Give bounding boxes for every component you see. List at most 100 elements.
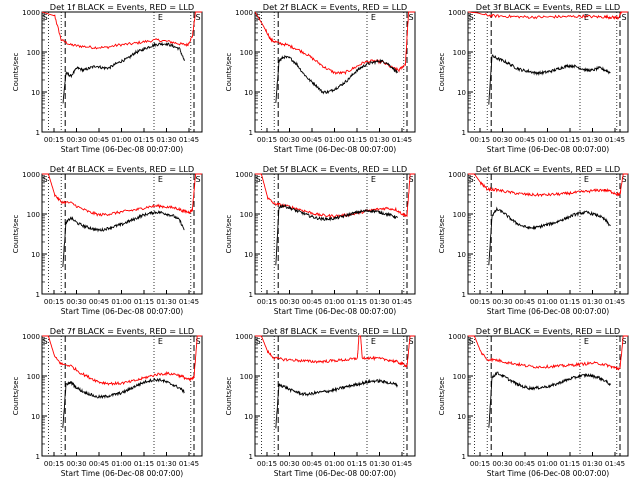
x-tick-label: 00:45 (89, 136, 109, 144)
x-tick-label: 01:15 (134, 460, 154, 468)
y-tick-label: 1000 (448, 9, 466, 17)
time-marker-label: E (371, 337, 376, 346)
time-marker-label: S (256, 337, 261, 346)
time-marker-label: E (371, 175, 376, 184)
time-marker-label: S (621, 337, 626, 346)
x-tick-label: 01:15 (560, 298, 580, 306)
x-tick-label: 00:15 (470, 298, 490, 306)
x-tick-label: 00:45 (302, 460, 322, 468)
y-tick-label: 100 (453, 211, 466, 219)
x-tick-label: 01:30 (156, 298, 176, 306)
series-line-events (62, 377, 185, 428)
x-tick-label: 01:00 (537, 298, 557, 306)
time-marker-label: E (158, 337, 163, 346)
x-tick-label: 01:45 (179, 136, 199, 144)
x-tick-label: 01:30 (369, 136, 389, 144)
y-tick-label: 100 (240, 211, 253, 219)
y-axis-label: Counts/sec (225, 53, 233, 92)
y-tick-label: 100 (240, 49, 253, 57)
y-tick-label: 10 (31, 89, 40, 97)
panel-title: Det 4f BLACK = Events, RED = LLD (50, 164, 194, 174)
y-tick-label: 10 (244, 251, 253, 259)
y-tick-label: 1 (462, 453, 466, 461)
panel-title: Det 9f BLACK = Events, RED = LLD (476, 326, 620, 336)
y-tick-label: 1 (249, 129, 253, 137)
series-line-events (488, 206, 611, 266)
y-tick-label: 1000 (22, 9, 40, 17)
x-axis-label: Start Time (06-Dec-08 00:07:00) (61, 469, 183, 478)
x-tick-label: 01:15 (560, 460, 580, 468)
time-marker-label: E (158, 175, 163, 184)
x-tick-label: 00:45 (515, 460, 535, 468)
y-tick-label: 100 (453, 49, 466, 57)
y-tick-label: 1 (36, 129, 40, 137)
x-tick-label: 00:30 (492, 136, 512, 144)
time-marker-label: E (158, 13, 163, 22)
y-tick-label: 10 (457, 251, 466, 259)
series-line-events (62, 41, 185, 104)
series-line-lld (468, 335, 628, 371)
x-tick-label: 00:15 (44, 460, 64, 468)
x-tick-label: 01:30 (156, 460, 176, 468)
time-marker-label: S (43, 175, 48, 184)
series-line-events (488, 53, 611, 105)
x-tick-label: 01:15 (347, 136, 367, 144)
time-marker-label: S (256, 175, 261, 184)
y-axis-label: Counts/sec (225, 377, 233, 416)
series-line-events (275, 378, 398, 429)
y-tick-label: 1 (462, 129, 466, 137)
y-tick-label: 1000 (235, 171, 253, 179)
panel-9: Det 9f BLACK = Events, RED = LLD 1 10 100 10… (438, 326, 629, 478)
y-tick-label: 1 (249, 291, 253, 299)
y-axis-label: Counts/sec (12, 377, 20, 416)
x-axis-label: Start Time (06-Dec-08 00:07:00) (61, 307, 183, 316)
y-tick-label: 100 (240, 373, 253, 381)
x-tick-label: 01:45 (392, 298, 412, 306)
series-line-lld (42, 173, 202, 217)
x-tick-label: 00:45 (302, 136, 322, 144)
time-marker-label: S (195, 337, 200, 346)
y-tick-label: 100 (27, 373, 40, 381)
panel-title: Det 7f BLACK = Events, RED = LLD (50, 326, 194, 336)
panel-title: Det 2f BLACK = Events, RED = LLD (263, 2, 407, 12)
series-line-lld (468, 173, 628, 198)
x-tick-label: 01:00 (111, 136, 131, 144)
y-tick-label: 10 (244, 89, 253, 97)
panel-3: Det 3f BLACK = Events, RED = LLD 1 10 100 10… (438, 2, 629, 154)
x-tick-label: 01:15 (347, 460, 367, 468)
x-tick-label: 01:00 (111, 298, 131, 306)
x-tick-label: 01:00 (324, 298, 344, 306)
x-tick-label: 00:45 (89, 460, 109, 468)
x-tick-label: 01:00 (537, 460, 557, 468)
y-tick-label: 1 (36, 453, 40, 461)
y-tick-label: 10 (31, 413, 40, 421)
x-tick-label: 01:30 (369, 460, 389, 468)
y-tick-label: 10 (457, 413, 466, 421)
x-tick-label: 00:15 (470, 460, 490, 468)
x-axis-label: Start Time (06-Dec-08 00:07:00) (487, 469, 609, 478)
y-tick-label: 1 (462, 291, 466, 299)
time-marker-label: S (469, 13, 474, 22)
time-marker-label: E (371, 13, 376, 22)
y-tick-label: 100 (453, 373, 466, 381)
x-axis-label: Start Time (06-Dec-08 00:07:00) (487, 307, 609, 316)
time-marker-label: E (584, 13, 589, 22)
time-marker-label: S (408, 175, 413, 184)
y-tick-label: 10 (31, 251, 40, 259)
x-tick-label: 00:15 (257, 136, 277, 144)
x-axis-label: Start Time (06-Dec-08 00:07:00) (61, 145, 183, 154)
x-tick-label: 00:45 (515, 136, 535, 144)
x-tick-label: 00:30 (279, 298, 299, 306)
series-line-events (488, 371, 611, 428)
x-tick-label: 01:15 (560, 136, 580, 144)
panel-title: Det 5f BLACK = Events, RED = LLD (263, 164, 407, 174)
panel-2: Det 2f BLACK = Events, RED = LLD 1 10 100 10… (225, 2, 416, 154)
x-tick-label: 00:45 (89, 298, 109, 306)
x-tick-label: 01:45 (605, 460, 625, 468)
panel-title: Det 8f BLACK = Events, RED = LLD (263, 326, 407, 336)
y-tick-label: 1 (249, 453, 253, 461)
y-tick-label: 10 (457, 89, 466, 97)
time-marker-label: S (408, 337, 413, 346)
x-tick-label: 00:30 (492, 460, 512, 468)
